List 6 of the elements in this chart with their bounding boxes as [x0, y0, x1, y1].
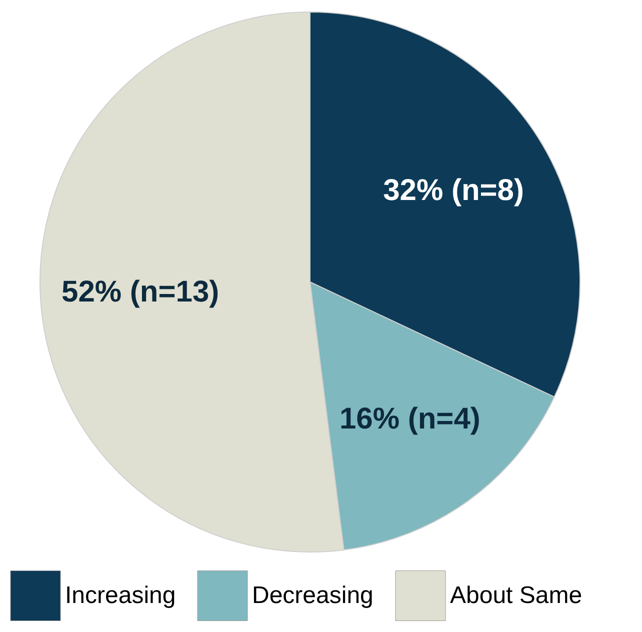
- data-label: 16% (n=4): [339, 402, 480, 436]
- legend-label: Increasing: [65, 582, 176, 609]
- data-label: 32% (n=8): [383, 174, 524, 207]
- legend-label: Decreasing: [252, 582, 374, 609]
- data-label: 52% (n=13): [62, 276, 220, 309]
- legend-label: About Same: [450, 582, 582, 609]
